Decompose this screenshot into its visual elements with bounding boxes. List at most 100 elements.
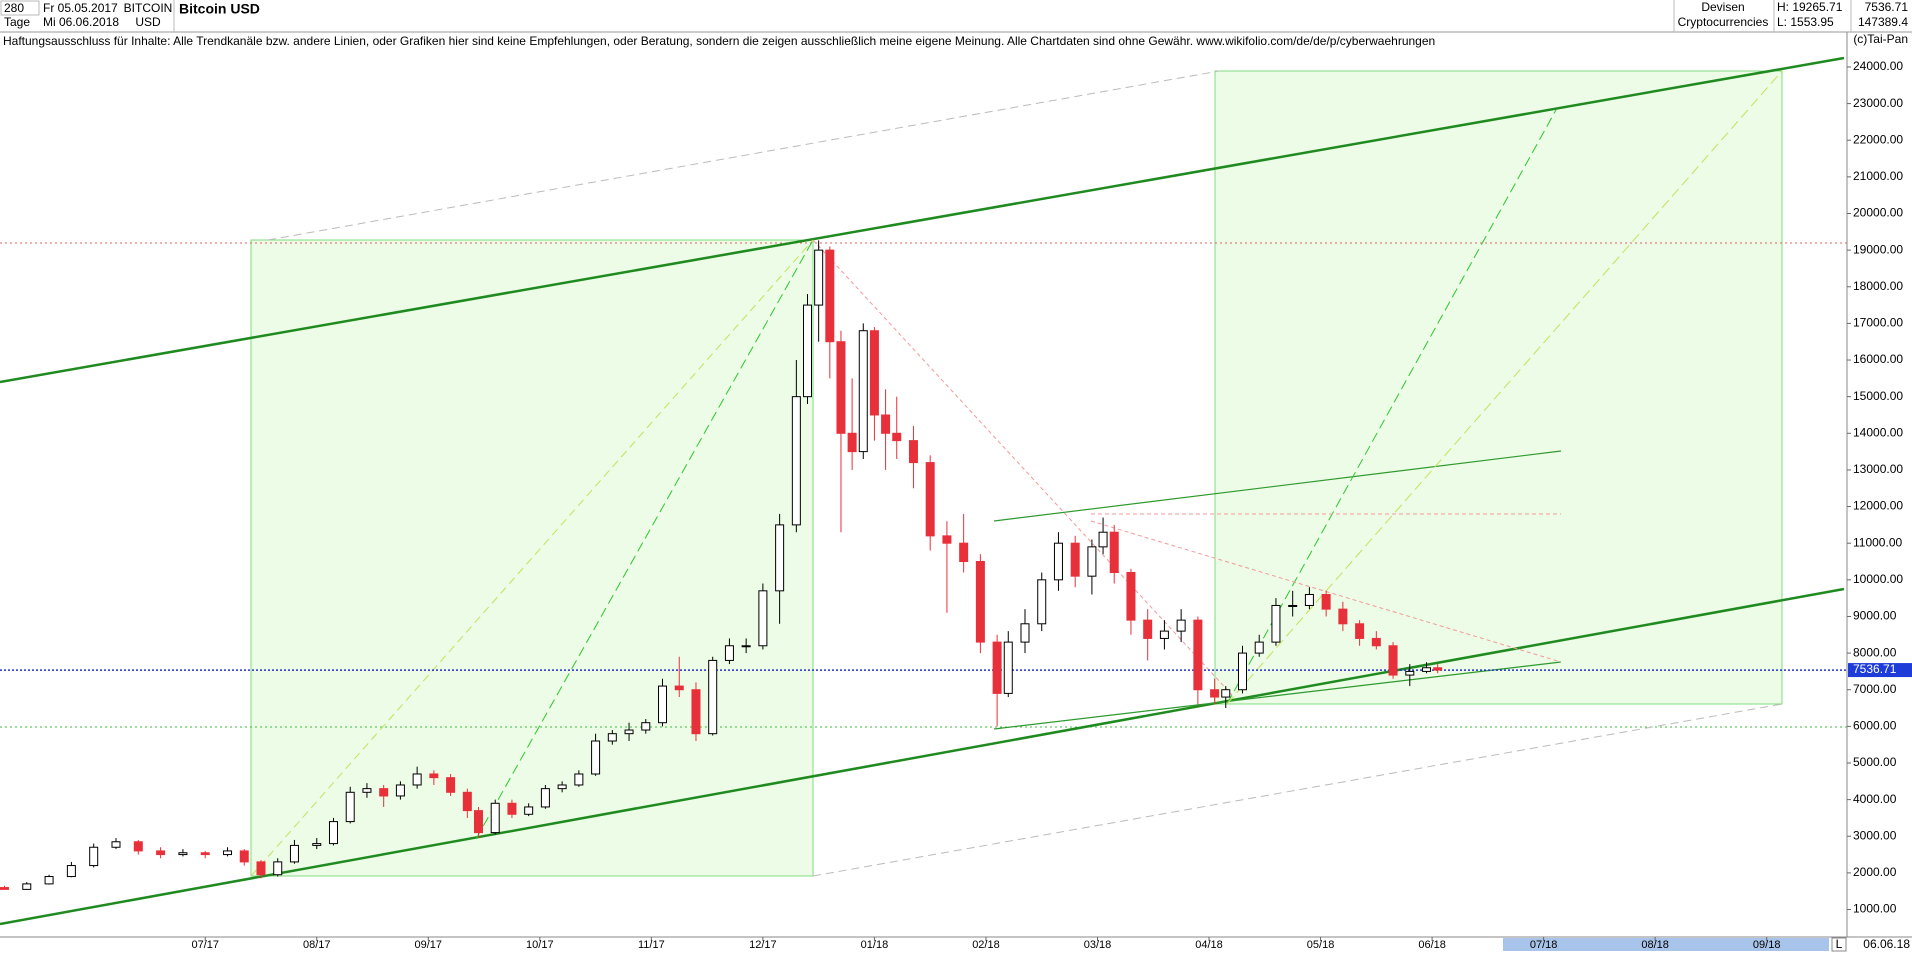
candle-body (273, 861, 283, 876)
candle-body (1098, 531, 1108, 548)
scale-toggle[interactable] (1831, 937, 1847, 952)
candle-body (869, 330, 879, 416)
candle-body (1237, 652, 1247, 691)
y-tick-label: 3000.00 (1853, 828, 1897, 842)
unit: Tage (4, 15, 30, 29)
candle-body (1210, 689, 1220, 698)
candle-body (429, 773, 439, 779)
candle-body (814, 249, 824, 306)
y-tick-label: 8000.00 (1853, 645, 1897, 659)
candle-body (312, 843, 322, 846)
candle-body (328, 821, 338, 845)
candle-body (1321, 593, 1331, 610)
candle-body (0, 887, 9, 890)
candle-body (1193, 619, 1203, 691)
y-tick-label: 19000.00 (1853, 242, 1903, 256)
candle-body (362, 788, 372, 793)
candle-body (379, 788, 389, 797)
candle-body (1037, 579, 1047, 625)
candle-body (1053, 542, 1063, 581)
candle-body (1126, 572, 1136, 621)
x-tick-label: 10/17 (526, 939, 554, 951)
candle-body (89, 846, 99, 867)
x-tick-label: 12/17 (749, 939, 777, 951)
candle-body (540, 788, 550, 808)
fan-line (250, 239, 814, 877)
y-tick-label: 21000.00 (1853, 169, 1903, 183)
candle-body (825, 249, 835, 343)
candle-body (1070, 542, 1080, 577)
low-label: L: 1553.95 (1777, 15, 1834, 29)
candle-body (1433, 667, 1443, 671)
category: Cryptocurrencies (1678, 15, 1769, 29)
y-tick-label: 4000.00 (1853, 792, 1897, 806)
candle-body (223, 850, 233, 856)
y-tick-label: 20000.00 (1853, 206, 1903, 220)
candle-body (1087, 546, 1097, 577)
candle-body (758, 590, 768, 647)
candle-body (200, 852, 210, 856)
date-label: 06.06.18 (1863, 937, 1910, 951)
candle-body (624, 729, 634, 735)
candle-body (892, 432, 902, 442)
candle-body (239, 850, 249, 863)
candle-body (1176, 619, 1186, 632)
candle-body (44, 876, 54, 885)
candle-body (557, 784, 567, 790)
currency: USD (135, 15, 161, 29)
candle-body (1304, 593, 1314, 606)
fan-line (1226, 70, 1783, 705)
candle-body (574, 773, 584, 786)
candles (0, 240, 1443, 890)
candle-body (836, 341, 846, 434)
candle-body (490, 802, 500, 834)
candle-body (992, 641, 1002, 694)
candle-body (1422, 667, 1432, 672)
candle-body (462, 791, 472, 812)
x-tick-label: 07/17 (191, 939, 219, 951)
trend-line (0, 56, 1845, 384)
candle-body (1003, 641, 1013, 694)
box (1214, 70, 1783, 705)
market: Devisen (1701, 0, 1744, 14)
y-tick-label: 15000.00 (1853, 389, 1903, 403)
x-tick-label: 08/17 (303, 939, 331, 951)
y-tick-label: 12000.00 (1853, 499, 1903, 513)
y-tick-label: 17000.00 (1853, 316, 1903, 330)
candle-body (1020, 623, 1030, 643)
candle-body (607, 733, 617, 742)
candle-body (395, 784, 405, 797)
last-price-header: 7536.71 (1865, 0, 1909, 14)
y-tick-label: 10000.00 (1853, 572, 1903, 586)
candle-body (412, 773, 422, 786)
x-tick-label: 07/18 (1530, 939, 1558, 951)
candle-body (708, 659, 718, 735)
candle-body (524, 806, 534, 815)
candle-body (507, 802, 517, 815)
candle-body (591, 740, 601, 775)
y-tick-label: 22000.00 (1853, 132, 1903, 146)
date-from: Fr 05.05.2017 (43, 1, 118, 15)
candle-body (741, 645, 751, 648)
candle-body (473, 810, 483, 834)
x-tick-label: 03/18 (1084, 939, 1112, 951)
candle-body (942, 535, 952, 544)
x-tick-label: 01/18 (861, 939, 889, 951)
candle-body (658, 685, 668, 724)
candle-body (1109, 531, 1119, 574)
candle-body (1159, 630, 1169, 639)
y-tick-label: 18000.00 (1853, 279, 1903, 293)
y-tick-label: 13000.00 (1853, 462, 1903, 476)
candle-body (111, 841, 121, 848)
candle-body (858, 330, 868, 453)
interval-box[interactable] (0, 0, 40, 16)
candle-body (256, 861, 266, 876)
fan-line (475, 239, 814, 840)
x-tick-label: 05/18 (1307, 939, 1335, 951)
future-region (1503, 938, 1829, 951)
symbol: BITCOIN (124, 1, 173, 15)
y-tick-label: 14000.00 (1853, 425, 1903, 439)
last-price-label: 7536.71 (1853, 662, 1897, 676)
candle-body (775, 524, 785, 592)
